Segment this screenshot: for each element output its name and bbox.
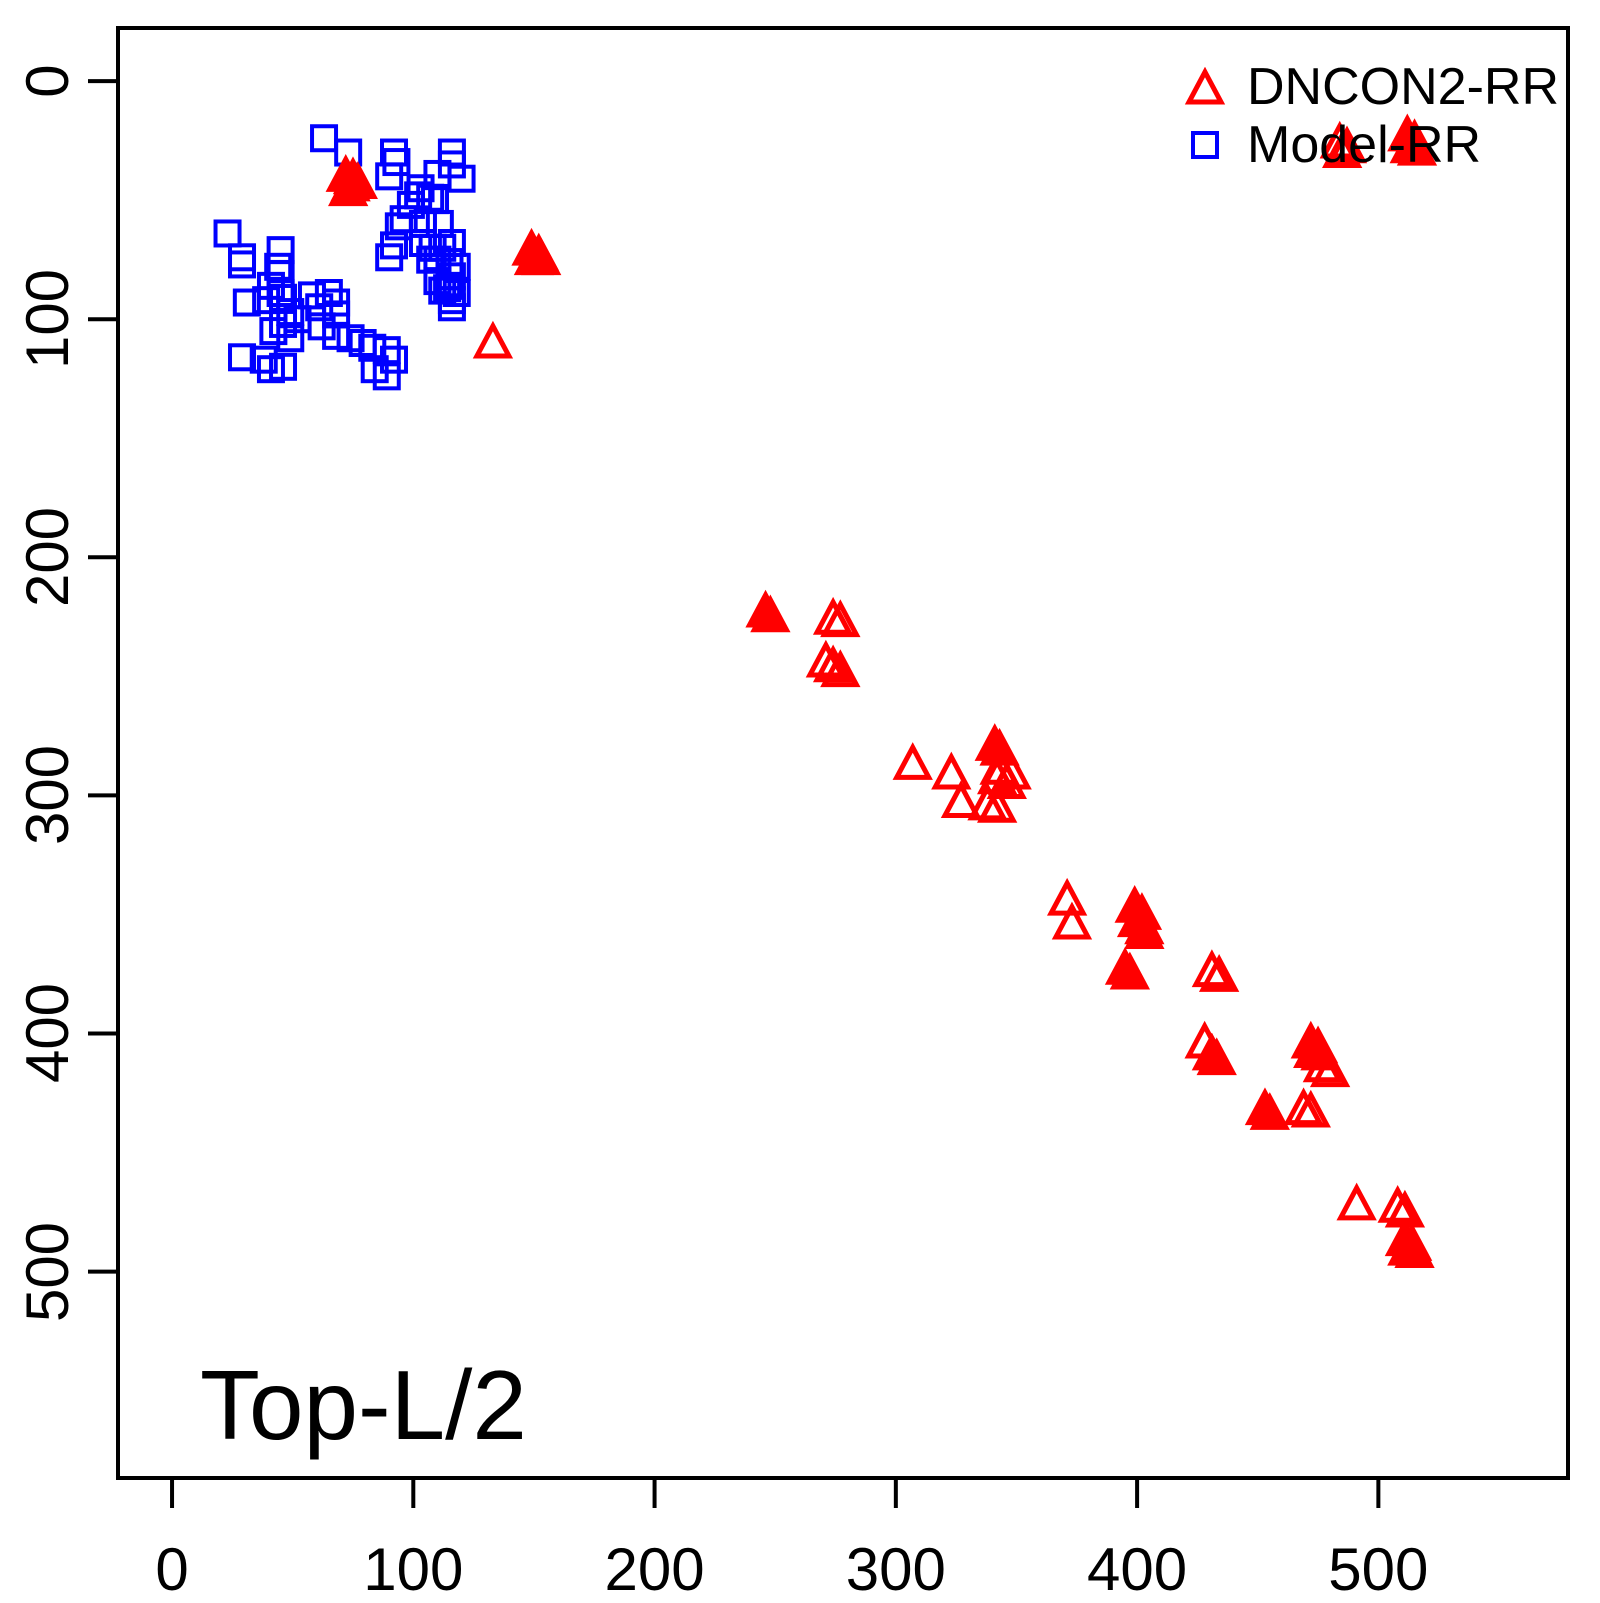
data-point-square	[442, 252, 471, 281]
data-point-square	[232, 288, 261, 317]
data-point-square	[269, 283, 298, 312]
data-point-triangle	[977, 784, 1018, 823]
data-point-square	[266, 279, 295, 307]
data-point-square	[259, 317, 288, 346]
legend: DNCON2-RR Model-RR	[1183, 58, 1559, 174]
data-point-square	[307, 312, 336, 341]
data-point-triangle	[1124, 911, 1165, 949]
data-point-triangle	[750, 594, 791, 633]
data-point-triangle	[1309, 1049, 1351, 1088]
data-point-triangle	[1290, 1089, 1331, 1128]
data-point-square	[375, 243, 404, 272]
data-point-square	[437, 150, 466, 179]
data-point-square	[423, 245, 452, 274]
data-point-square	[372, 362, 401, 391]
legend-label-model: Model-RR	[1247, 116, 1482, 174]
data-point-square	[408, 229, 437, 257]
data-point-triangle	[812, 644, 854, 683]
data-point-square	[213, 219, 242, 248]
data-point-triangle	[892, 742, 933, 780]
legend-entry-dncon2: DNCON2-RR	[1183, 58, 1559, 116]
data-point-square	[228, 250, 257, 279]
data-point-triangle	[940, 780, 982, 819]
data-point-triangle	[986, 761, 1027, 799]
data-point-triangle	[521, 237, 562, 276]
data-point-triangle	[1051, 901, 1093, 940]
data-point-square	[322, 321, 351, 350]
data-point-square	[404, 181, 433, 210]
data-point-square	[382, 148, 411, 177]
data-point-square	[435, 271, 464, 300]
triangle-marker-icon	[1184, 67, 1226, 105]
data-point-triangle	[1046, 877, 1088, 916]
data-point-triangle	[1394, 1230, 1435, 1269]
data-point-square	[389, 205, 418, 234]
data-point-square	[228, 243, 257, 272]
data-point-triangle	[1396, 127, 1438, 166]
data-point-triangle	[1322, 130, 1363, 169]
data-point-triangle	[1198, 954, 1240, 992]
data-point-triangle	[1109, 951, 1151, 990]
plot-border	[116, 26, 1570, 1480]
plot-title: Top-L/2	[200, 1350, 527, 1460]
data-point-triangle	[931, 751, 972, 790]
data-point-square	[264, 252, 293, 281]
data-point-triangle	[1377, 1184, 1418, 1223]
data-point-square	[437, 286, 466, 315]
data-point-triangle	[1196, 1037, 1237, 1076]
data-point-square	[447, 164, 476, 193]
legend-entry-model: Model-RR	[1183, 116, 1559, 174]
data-point-square	[269, 309, 298, 338]
data-point-square	[269, 352, 298, 381]
data-point-square	[380, 345, 409, 374]
data-point-square	[276, 324, 305, 353]
data-point-triangle	[820, 649, 861, 688]
data-point-triangle	[1336, 1182, 1377, 1221]
data-point-square	[228, 343, 257, 372]
data-point-triangle	[472, 320, 514, 359]
data-point-square	[310, 124, 339, 153]
data-point-square	[314, 279, 343, 307]
data-point-triangle	[327, 168, 369, 207]
square-marker-icon	[1191, 131, 1219, 159]
data-point-triangle	[820, 599, 861, 638]
data-point-square	[428, 276, 457, 305]
legend-label-dncon2: DNCON2-RR	[1247, 58, 1559, 116]
data-point-triangle	[1249, 1092, 1290, 1130]
data-point-square	[249, 345, 278, 374]
data-point-triangle	[1191, 949, 1233, 988]
data-point-triangle	[805, 639, 847, 678]
data-point-triangle	[1302, 1044, 1344, 1083]
data-point-square	[375, 162, 404, 191]
data-point-square	[305, 293, 334, 322]
